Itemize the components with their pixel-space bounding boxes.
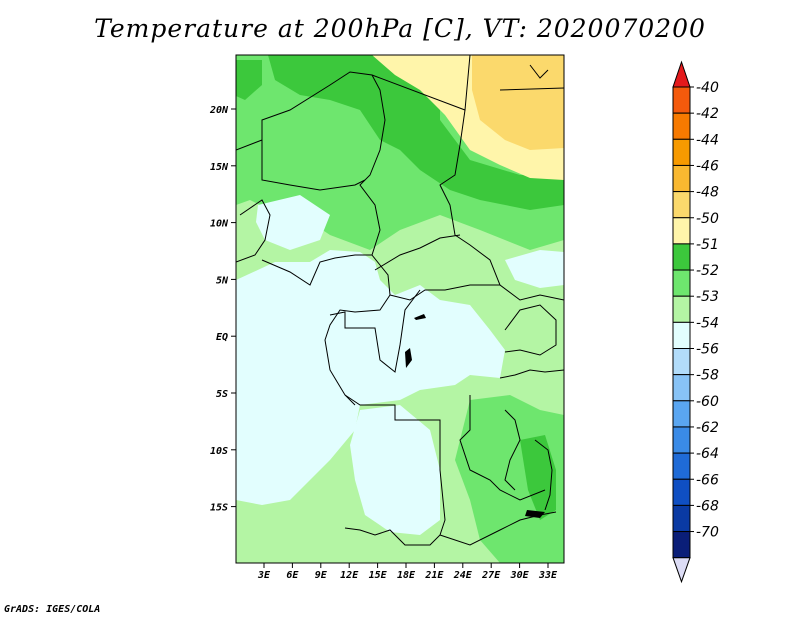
lake-2 — [525, 510, 545, 518]
colorbar-swatch — [672, 504, 691, 533]
lake-3 — [414, 314, 426, 320]
colorbar-top-arrow — [672, 60, 691, 88]
lon-label-30E: 30E — [510, 570, 530, 581]
colorbar-swatch — [672, 191, 691, 219]
colorbar-label: -68 — [696, 498, 719, 514]
colorbar-swatch — [672, 138, 691, 166]
lat-label-10S: 10S — [210, 446, 228, 457]
colorbar-swatch — [672, 295, 691, 323]
map-frame — [235, 54, 565, 564]
temperature-field — [236, 55, 564, 563]
colorbar-label: -52 — [696, 263, 719, 279]
colorbar-swatch — [672, 321, 691, 350]
colorbar-label: -60 — [696, 394, 719, 410]
lon-label-12E: 12E — [340, 570, 359, 581]
footer-credit: GrADS: IGES/COLA — [4, 604, 101, 615]
colorbar-swatch — [672, 269, 691, 297]
colorbar: -40 -42 -44 -46 -48 -50 -51 -52 -53 -54 -56 -58 -60 -… — [672, 60, 719, 584]
colorbar-label: -54 — [696, 315, 719, 331]
colorbar-swatch — [672, 531, 691, 559]
field-region-minus-54-east — [505, 250, 564, 288]
colorbar-swatch — [672, 348, 691, 376]
colorbar-swatch — [672, 452, 691, 480]
chart-title: Temperature at 200hPa [C], VT: 202007020… — [94, 14, 706, 43]
lon-label-9E: 9E — [315, 570, 328, 581]
lat-label-15S: 15S — [210, 503, 228, 514]
colorbar-swatch — [672, 243, 691, 271]
colorbar-swatch — [672, 164, 691, 193]
lon-label-3E: 3E — [257, 570, 271, 581]
colorbar-label: -70 — [696, 525, 719, 541]
field-region-minus-54-central — [236, 250, 505, 505]
lat-label-5S: 5S — [216, 389, 228, 400]
colorbar-swatch — [672, 426, 691, 454]
lon-label-33E: 33E — [538, 570, 558, 581]
field-region-minus-52-north — [268, 55, 564, 210]
lon-label-18E: 18E — [397, 570, 416, 581]
lon-label-21E: 21E — [424, 570, 444, 581]
colorbar-label: -62 — [696, 420, 719, 436]
colorbar-bottom-arrow — [672, 557, 691, 584]
colorbar-label: -58 — [696, 368, 719, 384]
colorbar-label: -50 — [696, 211, 719, 227]
lon-label-27E: 27E — [481, 570, 501, 581]
colorbar-swatch — [672, 112, 691, 140]
colorbar-label: -56 — [696, 342, 719, 358]
field-region-minus-52-south-east — [520, 435, 556, 520]
colorbar-swatch — [672, 374, 691, 402]
colorbar-label: -48 — [696, 185, 719, 201]
colorbar-label: -64 — [696, 446, 719, 462]
lakes — [405, 314, 545, 518]
field-region-minus-50 — [472, 55, 564, 150]
colorbar-swatch — [672, 400, 691, 428]
lat-label-EQ: EQ — [216, 332, 228, 343]
field-region-minus-54-angola — [350, 405, 440, 535]
colorbar-swatch — [672, 86, 691, 114]
latitude-axis: 20N 15N 10N 5N EQ 5S 10S 15S — [209, 105, 236, 514]
colorbar-label: -46 — [696, 158, 719, 174]
colorbar-label: -51 — [696, 237, 719, 253]
country-borders — [236, 55, 564, 546]
field-region-minus-52-west — [236, 60, 262, 100]
colorbar-label: -66 — [696, 472, 719, 488]
lake-1 — [405, 348, 412, 368]
lat-label-15N: 15N — [210, 162, 229, 173]
colorbar-swatch — [672, 217, 691, 245]
colorbar-label: -53 — [696, 289, 719, 305]
lat-label-5N: 5N — [216, 275, 229, 286]
colorbar-label: -40 — [696, 80, 719, 96]
colorbar-label: -42 — [696, 106, 719, 122]
colorbar-label: -44 — [696, 132, 719, 148]
colorbar-swatch — [672, 478, 691, 506]
lon-label-24E: 24E — [453, 570, 473, 581]
lat-label-20N: 20N — [209, 105, 229, 116]
lat-label-10N: 10N — [210, 219, 229, 230]
lon-label-6E: 6E — [286, 570, 299, 581]
longitude-axis: 3E 6E 9E 12E 15E 18E 21E 24E 27E 30E 33E — [257, 563, 558, 581]
field-region-minus-54-cameroon — [256, 195, 330, 250]
lon-label-15E: 15E — [369, 570, 388, 581]
